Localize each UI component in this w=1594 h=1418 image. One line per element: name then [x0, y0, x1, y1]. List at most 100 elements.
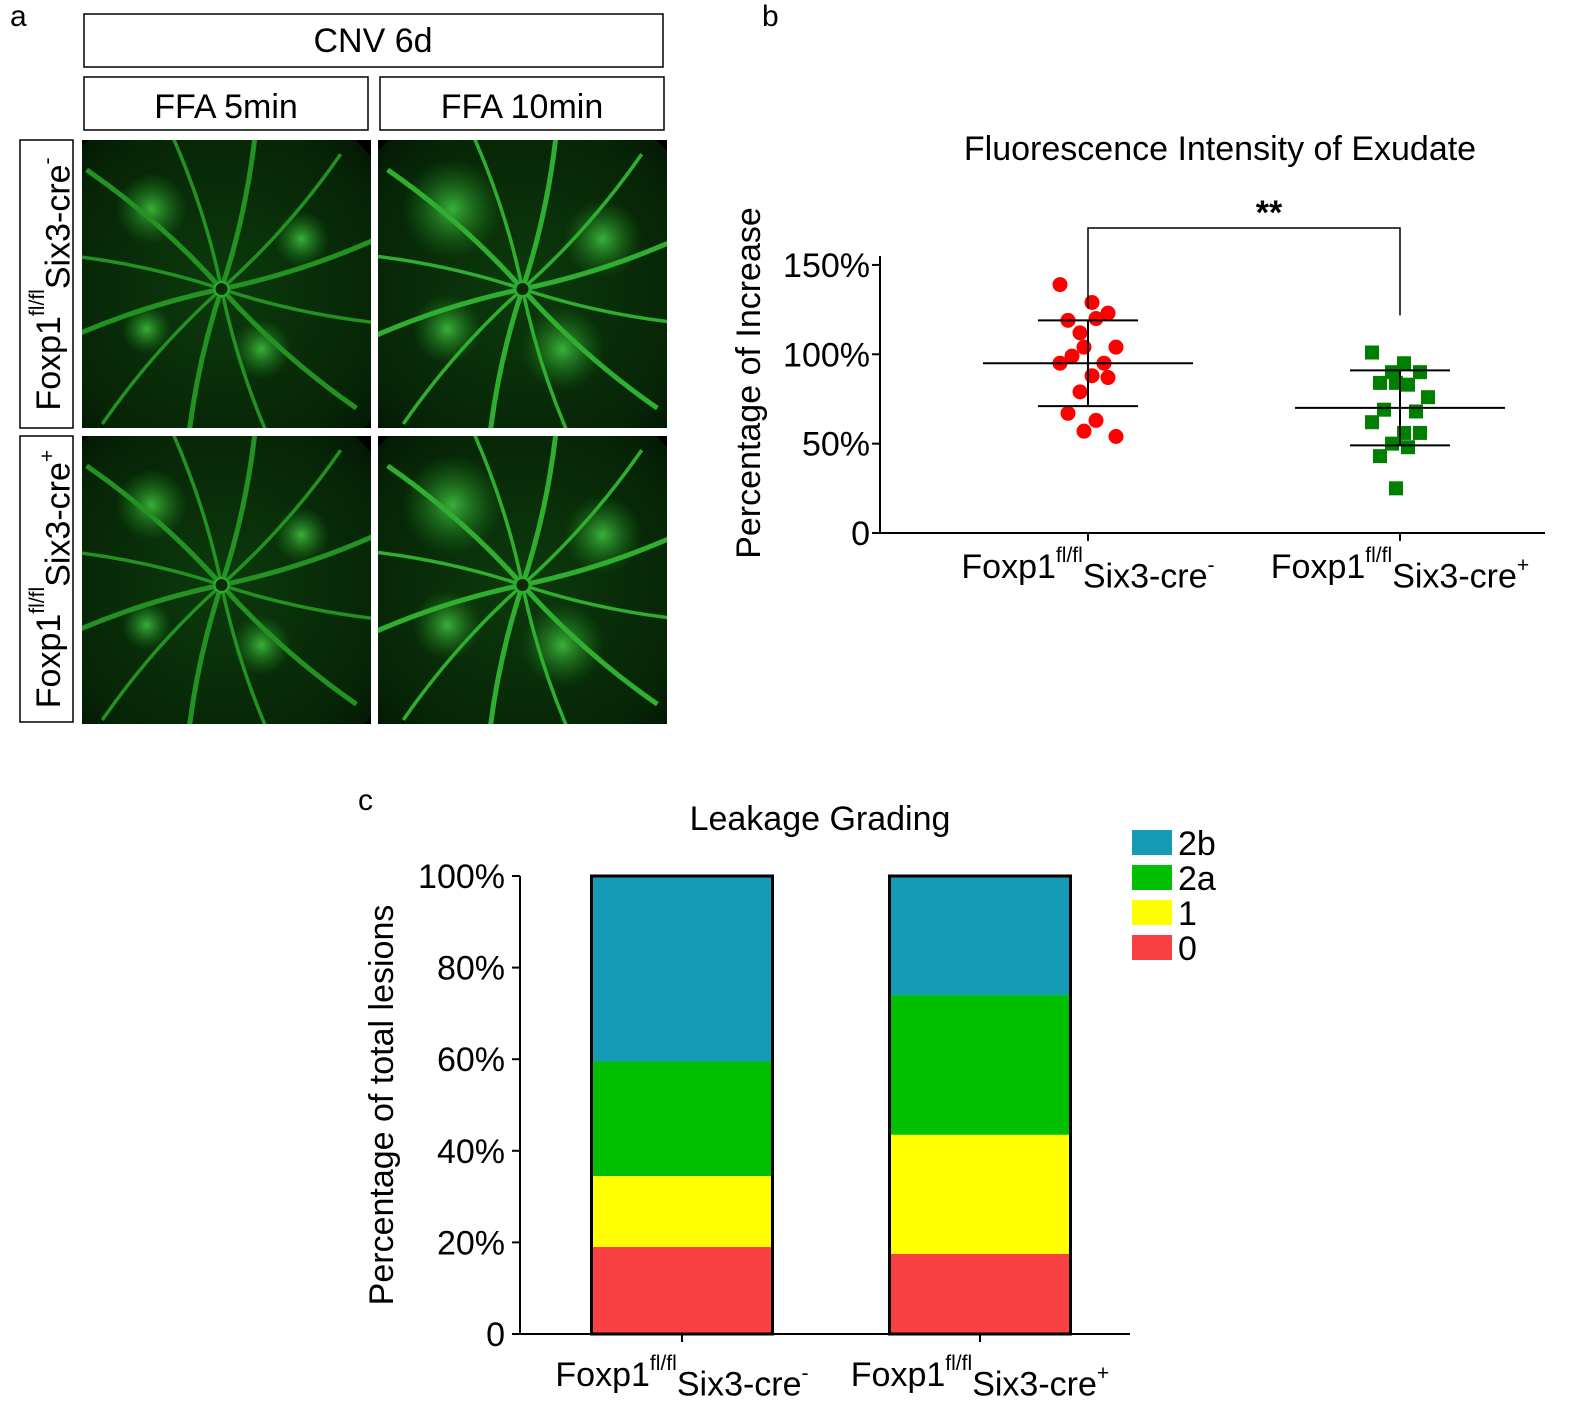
vessel	[85, 463, 224, 587]
x-tick-label: Foxp1fl/flSix3-cre-	[961, 544, 1214, 596]
vessel	[220, 287, 371, 324]
point	[1100, 370, 1116, 386]
legend-swatch	[1132, 900, 1172, 925]
y-tick-label: 80%	[437, 950, 505, 988]
y-tick-label: 150%	[783, 247, 870, 285]
panel-label: c	[358, 784, 373, 817]
x-tick-label-part: +	[1097, 1362, 1109, 1385]
vessel	[220, 153, 343, 291]
vessel	[520, 583, 659, 707]
x-tick-label-part: fl/fl	[1365, 544, 1392, 567]
vessel	[219, 436, 258, 586]
column-box	[379, 76, 665, 131]
lesion	[121, 600, 172, 650]
vessel	[82, 286, 223, 336]
point	[1413, 425, 1427, 440]
row-label: Foxp1fl/flSix3-cre+	[26, 450, 78, 708]
vessel	[220, 238, 371, 292]
optic-disc	[213, 577, 230, 593]
x-tick-label-part: Six3-cre	[1083, 558, 1208, 596]
row-label-part: fl/fl	[26, 289, 49, 316]
vessel	[521, 449, 644, 587]
vessel	[82, 255, 223, 291]
lesion	[231, 319, 292, 379]
y-tick-label: 40%	[437, 1133, 505, 1171]
lesion	[402, 158, 503, 260]
vessel	[521, 287, 667, 324]
row-label-part: -	[36, 157, 59, 164]
bar-segment	[889, 1253, 1071, 1334]
vessel	[521, 583, 667, 620]
bar-segment	[889, 995, 1071, 1135]
vessel	[473, 140, 525, 290]
fundus	[378, 140, 667, 428]
point	[1072, 325, 1088, 341]
vessel	[520, 584, 568, 724]
vessel	[386, 167, 525, 291]
row-label-part: +	[36, 450, 59, 462]
vessel	[488, 584, 525, 724]
lesion	[520, 603, 605, 687]
lesion	[115, 469, 188, 541]
row-label-part: Six3-cre	[40, 164, 78, 289]
y-axis-label: Percentage of Increase	[730, 207, 768, 559]
row-label-part: Foxp1	[30, 614, 68, 709]
vessel	[488, 288, 525, 428]
point	[1373, 449, 1387, 464]
x-tick-label-part: Foxp1	[1271, 548, 1366, 586]
lesion	[402, 454, 503, 556]
x-tick-label-part: Six3-cre	[972, 1366, 1097, 1404]
x-tick-label-part: +	[1517, 554, 1529, 577]
vessel	[521, 153, 644, 291]
point	[1421, 390, 1435, 405]
panel-label: b	[762, 0, 779, 33]
point	[1088, 412, 1104, 428]
row-label-part: Six3-cre	[40, 462, 78, 587]
vessel	[82, 551, 223, 587]
lesion	[412, 590, 483, 660]
image-grid	[82, 140, 667, 724]
point	[1365, 415, 1379, 430]
row-label-part: fl/fl	[26, 587, 49, 614]
header-box	[83, 13, 664, 68]
vessel	[473, 436, 525, 586]
vessel	[100, 583, 223, 721]
point	[1072, 384, 1088, 400]
point	[1409, 404, 1423, 419]
column-label: FFA 5min	[154, 88, 298, 126]
lesion	[231, 615, 292, 675]
x-tick-label: Foxp1fl/flSix3-cre+	[1271, 544, 1529, 596]
x-tick-label-part: Six3-cre	[677, 1366, 802, 1404]
y-tick-label: 100%	[783, 336, 870, 374]
vessel	[85, 167, 224, 291]
vessel	[520, 140, 559, 290]
vessel	[220, 534, 371, 588]
vessel	[220, 449, 343, 587]
x-tick-label-part: Foxp1	[555, 1356, 650, 1394]
y-tick-label: 0	[486, 1316, 505, 1354]
point	[1377, 402, 1391, 417]
fundus	[82, 436, 371, 724]
point	[1385, 436, 1399, 451]
vessel	[401, 583, 524, 721]
legend-label: 2a	[1178, 860, 1216, 898]
x-tick-label-part: -	[1208, 554, 1215, 577]
vessel	[521, 536, 667, 588]
x-tick-label: Foxp1fl/flSix3-cre+	[851, 1352, 1109, 1404]
row-label-part: Foxp1	[30, 316, 68, 411]
fundus	[82, 140, 371, 428]
point	[1084, 368, 1100, 384]
bar-segment	[889, 876, 1071, 996]
x-tick-label: Foxp1fl/flSix3-cre-	[555, 1352, 808, 1404]
legend-label: 2b	[1178, 825, 1216, 863]
point	[1401, 377, 1415, 392]
vessel	[386, 463, 525, 587]
x-tick-label-part: Foxp1	[851, 1356, 946, 1394]
bar-outline	[888, 874, 1072, 1336]
point	[1084, 294, 1100, 310]
legend-label: 1	[1178, 895, 1197, 933]
vessel	[220, 583, 371, 620]
point	[1108, 428, 1124, 444]
vessel	[378, 582, 524, 634]
